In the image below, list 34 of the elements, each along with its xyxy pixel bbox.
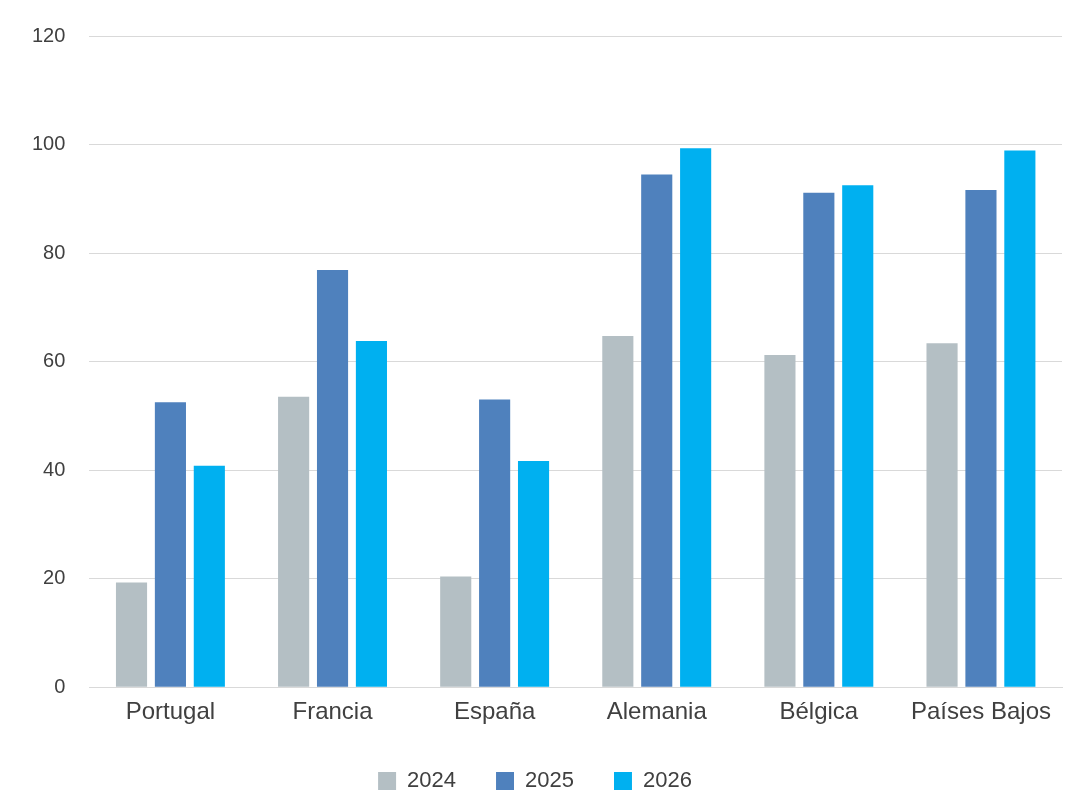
bar [680,148,712,687]
y-tick-label: 20 [43,566,66,589]
y-tick-label: 120 [31,23,66,46]
bar [355,340,387,687]
y-tick-label: 60 [43,349,66,372]
x-tick-label: Alemania [606,697,708,725]
x-tick-label: Portugal [125,697,216,725]
bar [764,355,796,687]
legend-label: 2026 [642,767,692,793]
bar [602,336,634,687]
bar [1004,150,1036,687]
bar [440,576,472,687]
bar [641,174,673,687]
y-tick-label: 0 [54,674,66,697]
bar [278,396,310,687]
bar [926,343,958,687]
bar [316,269,349,687]
x-tick-label: Francia [292,697,374,725]
bar [154,402,186,687]
y-tick-label: 80 [43,240,66,263]
legend-label: 2024 [407,767,457,793]
bar [479,399,511,687]
x-tick-label: España [453,697,536,725]
y-tick-label: 40 [43,457,66,480]
bar [517,460,550,687]
x-tick-label: Bélgica [779,697,859,725]
bar [842,185,874,687]
x-tick-label: Países Bajos [910,697,1051,725]
bar [115,582,148,687]
legend-label: 2025 [525,767,574,793]
y-tick-label: 100 [31,132,66,155]
bar [193,465,225,687]
bar [803,192,835,687]
bar [965,190,997,687]
